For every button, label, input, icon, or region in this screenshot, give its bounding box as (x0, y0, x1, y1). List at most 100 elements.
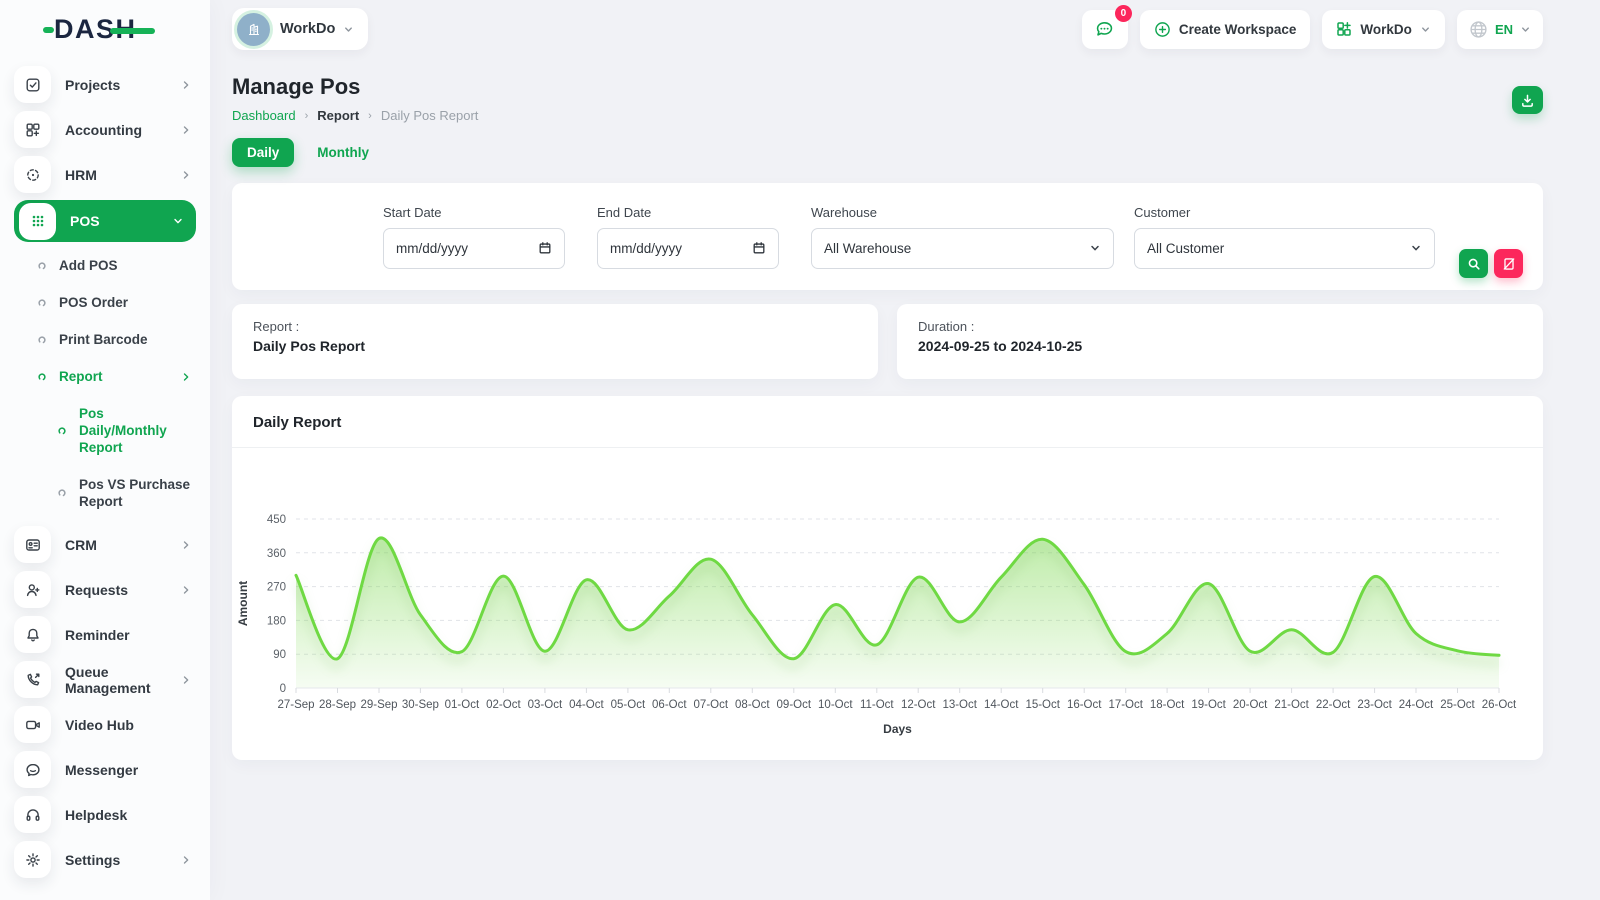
messages-button[interactable]: 0 (1081, 4, 1132, 49)
download-report-button[interactable] (1512, 86, 1543, 114)
svg-text:270: 270 (267, 582, 286, 594)
warehouse-field: Warehouse All Warehouse (811, 205, 1114, 269)
duration-value: 2024-09-25 to 2024-10-25 (918, 338, 1083, 354)
tab-monthly[interactable]: Monthly (317, 145, 370, 160)
sub-item-label: Print Barcode (59, 332, 148, 347)
svg-text:18-Oct: 18-Oct (1150, 699, 1185, 711)
customer-select[interactable]: All Customer (1134, 227, 1435, 269)
sidebar-item-crm[interactable]: CRM (0, 522, 210, 567)
sub-item-label: Pos Daily/Monthly Report (79, 406, 167, 455)
plus-circle-icon (1155, 21, 1170, 37)
sidebar-item-pos-order[interactable]: POS Order (0, 284, 210, 321)
topbar-actions: 0 Create Workspace WorkDo EN (1081, 4, 1543, 49)
chevron-right-icon (180, 539, 192, 551)
tab-daily[interactable]: Daily (232, 138, 295, 167)
sidebar-item-accounting[interactable]: Accounting (0, 107, 210, 152)
bullet-ring-icon (57, 426, 67, 436)
sidebar-item-label: Requests (65, 581, 129, 598)
sidebar-item-requests[interactable]: Requests (0, 567, 210, 612)
sidebar-item-pos-daily-monthly-report[interactable]: Pos Daily/Monthly Report (0, 395, 210, 466)
user-plus-icon (14, 571, 51, 608)
bell-icon (14, 616, 51, 653)
sidebar-item-label: HRM (65, 166, 97, 183)
customer-value: All Customer (1147, 240, 1225, 256)
svg-text:27-Sep: 27-Sep (277, 699, 314, 711)
daily-report-chart[interactable]: 0 90 180 270 360 450 27-Sep 28-Sep 29-Sep 30-Sep 0… (232, 462, 1543, 754)
svg-text:180: 180 (267, 615, 286, 627)
sidebar-item-messenger[interactable]: Messenger (0, 747, 210, 792)
workspace-selector[interactable]: WorkDo (232, 8, 369, 50)
sidebar-item-pos[interactable]: POS (14, 200, 196, 242)
warehouse-select[interactable]: All Warehouse (811, 227, 1114, 269)
sidebar-item-label: Helpdesk (65, 806, 128, 823)
create-workspace-button[interactable]: Create Workspace (1139, 9, 1311, 49)
language-selector[interactable]: EN (1456, 9, 1543, 49)
sidebar-item-print-barcode[interactable]: Print Barcode (0, 321, 210, 358)
breadcrumb-report[interactable]: Report (317, 108, 360, 123)
breadcrumb-current: Daily Pos Report (380, 108, 479, 123)
svg-text:22-Oct: 22-Oct (1316, 699, 1351, 711)
end-date-input[interactable]: mm/dd/yyyy (597, 227, 779, 269)
chart-card-header: Daily Report (232, 396, 1543, 448)
sidebar-item-label: Reminder (65, 626, 130, 643)
svg-text:28-Sep: 28-Sep (319, 699, 356, 711)
sidebar-item-add-pos[interactable]: Add POS (0, 247, 210, 284)
warehouse-value: All Warehouse (824, 240, 912, 256)
apply-filter-button[interactable] (1459, 249, 1488, 278)
chart-card-body: 0 90 180 270 360 450 27-Sep 28-Sep 29-Sep 30-Sep 0… (232, 448, 1543, 760)
svg-text:16-Oct: 16-Oct (1067, 699, 1102, 711)
sidebar-item-pos-vs-purchase-report[interactable]: Pos VS Purchase Report (0, 466, 210, 520)
bullet-ring-icon (37, 261, 47, 271)
workspace-avatar (237, 12, 270, 46)
breadcrumb-dashboard[interactable]: Dashboard (232, 108, 296, 123)
sidebar-item-queue-management[interactable]: Queue Management (0, 657, 210, 702)
chevron-right-icon (180, 124, 192, 136)
svg-text:19-Oct: 19-Oct (1191, 699, 1226, 711)
svg-text:05-Oct: 05-Oct (611, 699, 646, 711)
chat-bubble-icon (14, 751, 51, 788)
end-date-field: End Date mm/dd/yyyy (597, 205, 779, 269)
workdo-menu-button[interactable]: WorkDo (1322, 9, 1445, 49)
svg-text:06-Oct: 06-Oct (652, 699, 687, 711)
chevron-down-icon (1412, 245, 1420, 251)
customer-label: Customer (1134, 204, 1191, 220)
sidebar-item-label: Accounting (65, 121, 142, 138)
svg-text:21-Oct: 21-Oct (1274, 699, 1309, 711)
globe-icon (1469, 20, 1488, 39)
workdo-menu-label: WorkDo (1360, 21, 1412, 37)
sidebar-item-projects[interactable]: Projects (0, 62, 210, 107)
svg-text:0: 0 (280, 683, 286, 695)
start-date-label: Start Date (383, 204, 442, 220)
svg-text:10-Oct: 10-Oct (818, 699, 853, 711)
video-camera-icon (14, 706, 51, 743)
bullet-ring-icon (37, 372, 47, 382)
chevron-down-icon (1091, 245, 1099, 251)
svg-text:450: 450 (267, 514, 286, 526)
summary-row: Report : Daily Pos Report Duration : 202… (232, 304, 1543, 379)
file-slash-icon (1503, 257, 1514, 270)
start-date-placeholder: mm/dd/yyyy (396, 240, 469, 256)
svg-text:15-Oct: 15-Oct (1025, 699, 1060, 711)
svg-text:04-Oct: 04-Oct (569, 699, 604, 711)
start-date-input[interactable]: mm/dd/yyyy (383, 227, 565, 269)
calendar-icon (539, 242, 551, 254)
sidebar-item-label: Video Hub (65, 716, 134, 733)
report-period-tabs: Daily Monthly (232, 138, 1543, 167)
svg-text:17-Oct: 17-Oct (1108, 699, 1143, 711)
widgets-icon (1337, 22, 1352, 36)
sidebar-item-settings[interactable]: Settings (0, 837, 210, 882)
chevron-right-icon (180, 584, 192, 596)
svg-text:13-Oct: 13-Oct (942, 699, 977, 711)
sidebar-item-reminder[interactable]: Reminder (0, 612, 210, 657)
brand-logo[interactable]: DASH (0, 0, 210, 58)
bullet-ring-icon (37, 298, 47, 308)
svg-text:24-Oct: 24-Oct (1399, 699, 1434, 711)
logo-bar-accent (110, 28, 155, 34)
reset-filter-button[interactable] (1494, 249, 1523, 278)
page-header: Manage Pos Dashboard › Report › Daily Po… (232, 74, 1543, 123)
sidebar-item-hrm[interactable]: HRM (0, 152, 210, 197)
sidebar-item-video-hub[interactable]: Video Hub (0, 702, 210, 747)
gear-icon (14, 841, 51, 878)
sidebar-item-report[interactable]: Report (0, 358, 210, 395)
sidebar-item-helpdesk[interactable]: Helpdesk (0, 792, 210, 837)
